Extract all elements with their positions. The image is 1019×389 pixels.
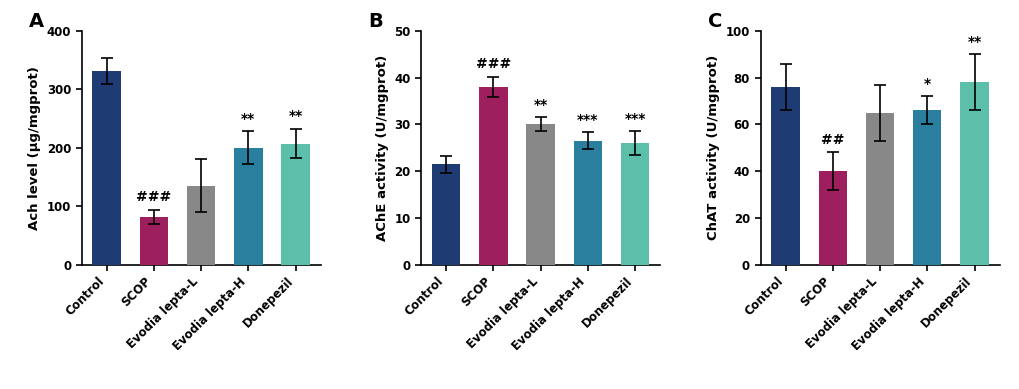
Bar: [479, 87, 507, 265]
Text: ###: ###: [475, 57, 511, 71]
Bar: [526, 124, 554, 265]
Y-axis label: AChE activity (U/mgprot): AChE activity (U/mgprot): [375, 55, 388, 241]
Text: ***: ***: [577, 112, 598, 126]
Text: ##: ##: [820, 133, 844, 147]
Text: **: **: [533, 98, 547, 112]
Text: *: *: [923, 77, 930, 91]
Y-axis label: Ach level (μg/mgprot): Ach level (μg/mgprot): [29, 66, 41, 230]
Bar: [140, 217, 168, 265]
Bar: [234, 148, 262, 265]
Bar: [912, 110, 941, 265]
Text: B: B: [368, 12, 383, 32]
Y-axis label: ChAT activity (U/mgprot): ChAT activity (U/mgprot): [706, 55, 719, 240]
Text: ###: ###: [137, 190, 171, 204]
Text: **: **: [242, 112, 255, 126]
Text: **: **: [288, 109, 303, 123]
Text: A: A: [29, 12, 44, 32]
Text: **: **: [966, 35, 980, 49]
Text: C: C: [707, 12, 721, 32]
Text: ***: ***: [624, 112, 645, 126]
Bar: [770, 87, 799, 265]
Bar: [573, 141, 601, 265]
Bar: [818, 171, 846, 265]
Bar: [621, 143, 649, 265]
Bar: [93, 71, 120, 265]
Bar: [186, 186, 215, 265]
Bar: [865, 113, 894, 265]
Bar: [960, 82, 987, 265]
Bar: [431, 164, 460, 265]
Bar: [281, 144, 310, 265]
